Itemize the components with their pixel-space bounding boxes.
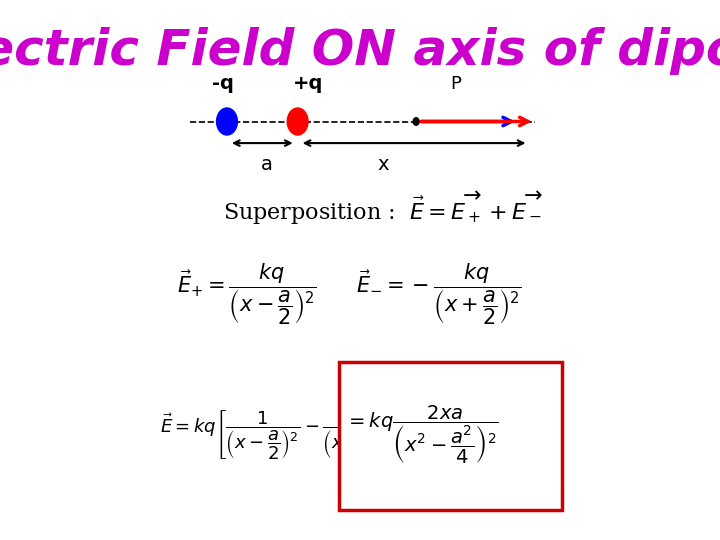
Text: -q: -q: [212, 75, 234, 93]
Text: Superposition :  $\vec{E} = \overrightarrow{E_+} + \overrightarrow{E_-}$: Superposition : $\vec{E} = \overrightarr…: [222, 190, 544, 226]
Text: P: P: [450, 76, 461, 93]
Text: +q: +q: [293, 75, 323, 93]
Text: a: a: [261, 155, 272, 174]
Text: $= kq\dfrac{2xa}{\left(x^2 - \dfrac{a^2}{4}\right)^2}$: $= kq\dfrac{2xa}{\left(x^2 - \dfrac{a^2}…: [346, 404, 499, 465]
Text: $\vec{E} = kq\left[\dfrac{1}{\left(x - \dfrac{a}{2}\right)^2} - \dfrac{1}{\left(: $\vec{E} = kq\left[\dfrac{1}{\left(x - \…: [161, 408, 406, 461]
Bar: [339, 362, 562, 510]
Text: x: x: [377, 155, 389, 174]
Circle shape: [217, 108, 238, 135]
Circle shape: [287, 108, 308, 135]
Text: $\vec{E}_{+} = \dfrac{kq}{\left(x - \dfrac{a}{2}\right)^2}$: $\vec{E}_{+} = \dfrac{kq}{\left(x - \dfr…: [177, 261, 317, 327]
Text: Electric Field ON axis of dipole: Electric Field ON axis of dipole: [0, 27, 720, 75]
Text: $\vec{E}_{-} = -\dfrac{kq}{\left(x + \dfrac{a}{2}\right)^2}$: $\vec{E}_{-} = -\dfrac{kq}{\left(x + \df…: [356, 261, 521, 327]
Circle shape: [413, 118, 419, 125]
